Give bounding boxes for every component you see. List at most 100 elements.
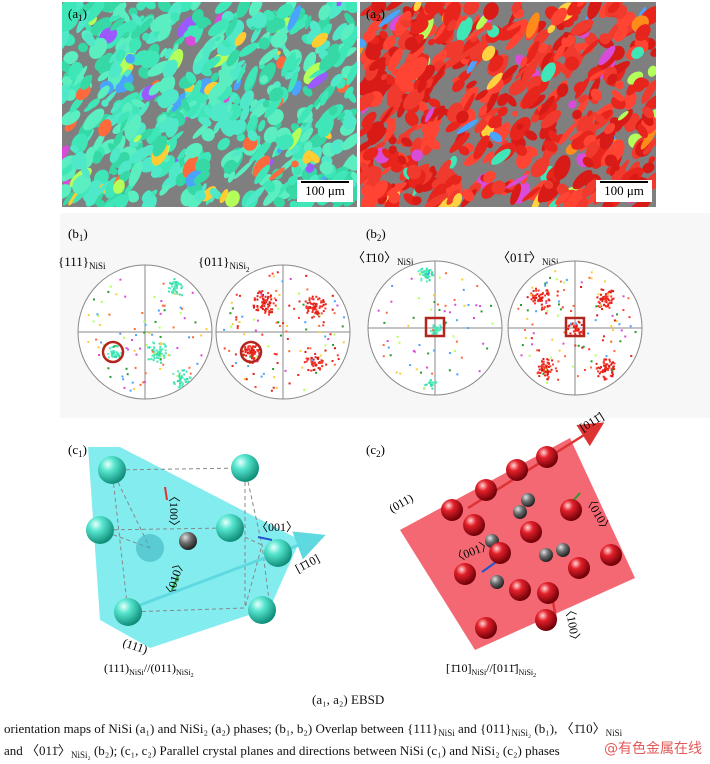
grain: [201, 128, 215, 142]
grain: [128, 160, 143, 187]
pole-point: [613, 362, 616, 365]
pole-point: [273, 376, 276, 379]
grain: [208, 19, 230, 37]
pole-point: [634, 331, 637, 334]
grain: [547, 24, 556, 34]
pole-point: [604, 280, 607, 283]
pole-point: [555, 278, 558, 281]
pole-point: [260, 306, 263, 309]
grain: [276, 134, 294, 151]
grain: [642, 106, 654, 119]
grain: [217, 137, 230, 151]
pole-point: [549, 276, 552, 279]
grain: [453, 175, 462, 185]
grain: [276, 3, 294, 19]
pole-point: [528, 354, 531, 357]
grain: [143, 2, 156, 10]
caption-line-1: orientation maps of NiSi (a₁) and NiSi₂ …: [4, 721, 623, 738]
pole-point: [538, 368, 541, 371]
grain: [184, 143, 203, 159]
pole-point: [268, 310, 271, 313]
grain: [113, 179, 125, 194]
grain: [148, 81, 163, 96]
pole-point: [555, 370, 558, 373]
pole-point: [179, 306, 182, 309]
pole-point: [164, 343, 167, 346]
pole-point: [115, 344, 118, 347]
grain: [497, 106, 508, 117]
grain: [303, 141, 313, 153]
grain: [192, 122, 210, 139]
grain: [251, 11, 267, 29]
pole-point: [264, 310, 267, 313]
grain: [642, 162, 655, 174]
pole-point: [162, 342, 165, 345]
pole-point: [314, 356, 317, 359]
pole-point: [148, 332, 151, 335]
grain: [378, 9, 401, 27]
pole-point: [230, 325, 233, 328]
pole-point: [490, 304, 493, 307]
pole-point: [531, 294, 534, 297]
pole-point: [547, 298, 550, 301]
pole-point: [596, 296, 599, 299]
pole-point: [116, 353, 119, 356]
pole-point: [172, 372, 175, 375]
pole-point: [603, 359, 606, 362]
grain: [110, 168, 118, 176]
pole-point: [542, 362, 545, 365]
pole-point: [142, 381, 145, 384]
pole-point: [615, 320, 618, 323]
pole-point: [546, 369, 549, 372]
pole-point: [153, 356, 156, 359]
grain: [305, 163, 315, 173]
pole-point: [601, 308, 604, 311]
pole-point: [532, 332, 535, 335]
pole-point: [558, 349, 561, 352]
pole-point: [170, 282, 173, 285]
pole-point: [109, 375, 112, 378]
grain: [369, 56, 386, 71]
pole-point: [398, 341, 401, 344]
pole-point: [422, 274, 425, 277]
grain: [264, 96, 283, 118]
pole-point: [479, 305, 482, 308]
pole-point: [537, 289, 540, 292]
pole-point: [312, 302, 315, 305]
pole-point: [628, 316, 631, 319]
grain: [577, 2, 587, 7]
pole-point: [261, 293, 264, 296]
pole-point: [257, 348, 260, 351]
pole-point: [141, 311, 144, 314]
grain: [523, 145, 538, 157]
grain: [132, 50, 149, 66]
pole-point: [538, 295, 541, 298]
pole-point: [318, 331, 321, 334]
grain: [268, 87, 284, 102]
pole-point: [302, 303, 305, 306]
pole-point: [256, 348, 259, 351]
pole-point: [297, 292, 300, 295]
grain: [497, 93, 509, 107]
pole-point: [590, 271, 593, 274]
pole-point: [601, 300, 604, 303]
grain: [456, 119, 479, 135]
pole-point: [304, 321, 307, 324]
pole-point: [552, 363, 555, 366]
pole-point: [311, 303, 314, 306]
pole-point: [181, 376, 184, 379]
pole-point: [431, 384, 434, 387]
grain: [244, 65, 258, 91]
pole-point: [112, 352, 115, 355]
grain: [385, 2, 408, 11]
grain: [340, 23, 355, 41]
pole-point: [318, 315, 321, 318]
pole-point: [164, 349, 167, 352]
grain: [259, 174, 273, 186]
pole-point: [176, 346, 179, 349]
pole-point: [535, 296, 538, 299]
grain: [615, 80, 625, 90]
pole-point: [223, 347, 226, 350]
pole-point: [431, 271, 434, 274]
grain: [219, 189, 229, 204]
